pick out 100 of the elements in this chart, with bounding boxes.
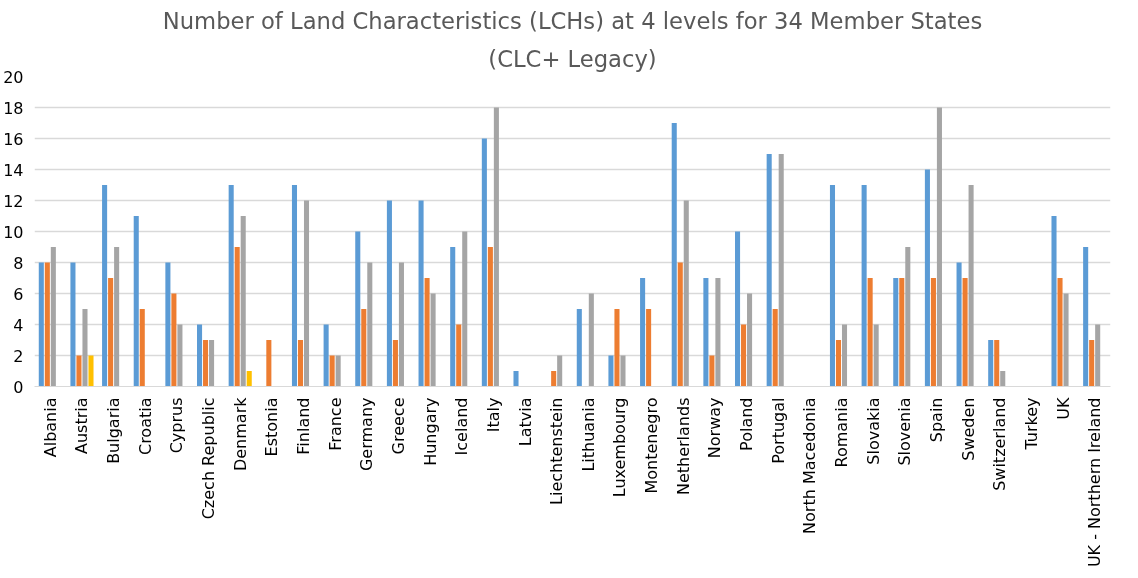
bar <box>481 138 487 387</box>
x-tick-label: Switzerland <box>990 397 1010 491</box>
x-tick-label: Hungary <box>420 397 440 466</box>
y-tick-label: 2 <box>13 346 24 366</box>
bar <box>450 247 456 387</box>
x-tick-label: Iceland <box>452 397 472 456</box>
x-tick-label: Austria <box>72 397 92 455</box>
bar <box>968 185 974 387</box>
bar <box>867 278 873 387</box>
bar <box>962 278 968 387</box>
bar <box>994 340 1000 387</box>
y-tick-label: 4 <box>13 315 24 335</box>
bar <box>640 278 646 387</box>
bar <box>430 293 436 387</box>
bar <box>1083 247 1089 387</box>
chart-title: Number of Land Characteristics (LCHs) at 4 levels for 34 Member States <box>162 7 983 34</box>
bar <box>88 355 94 387</box>
x-tick-label: Turkey <box>1021 397 1041 451</box>
bar <box>171 293 177 387</box>
x-tick-label: Latvia <box>515 397 535 447</box>
bar <box>487 247 493 387</box>
bar <box>234 247 240 387</box>
x-tick-label: Estonia <box>262 397 282 457</box>
x-tick-label: Poland <box>737 397 757 451</box>
x-tick-label: Croatia <box>135 397 155 456</box>
bar <box>462 231 468 387</box>
x-tick-label: Romania <box>832 397 851 468</box>
bar <box>50 247 56 387</box>
x-tick-label: Denmark <box>230 396 250 472</box>
bar <box>1000 371 1006 387</box>
bar <box>44 262 50 387</box>
bar <box>893 278 899 387</box>
bar <box>38 262 44 387</box>
bar <box>165 262 171 387</box>
x-tick-label: Portugal <box>768 397 788 464</box>
bar <box>936 107 942 387</box>
bar <box>677 262 683 387</box>
bar <box>899 278 905 387</box>
bar <box>1089 340 1095 387</box>
bar <box>778 154 784 387</box>
x-tick-label: UK <box>1053 396 1073 420</box>
bar <box>367 262 373 387</box>
y-tick-label: 0 <box>13 377 24 397</box>
bar <box>905 247 911 387</box>
x-tick-label: Liechtenstein <box>547 397 567 505</box>
bar <box>608 355 614 387</box>
x-tick-label: Bulgaria <box>104 397 124 464</box>
bar <box>291 185 298 387</box>
bar <box>703 278 709 387</box>
bar <box>709 355 715 387</box>
y-tick-label: 16 <box>3 129 24 149</box>
x-tick-label: Spain <box>926 397 946 443</box>
bar <box>588 293 594 387</box>
bar <box>424 278 430 387</box>
y-tick-label: 8 <box>13 253 24 273</box>
x-tick-label: France <box>325 397 345 451</box>
x-tick-label: Finland <box>294 397 313 455</box>
x-tick-label: Cyprus <box>167 397 187 454</box>
bar <box>683 200 689 387</box>
bar <box>671 123 677 387</box>
bar <box>646 309 652 387</box>
bar <box>772 309 778 387</box>
bar <box>361 309 367 387</box>
bar <box>266 340 272 387</box>
x-tick-label: Italy <box>483 397 503 433</box>
bar <box>82 309 88 387</box>
chart-subtitle: (CLC+ Legacy) <box>488 45 657 72</box>
bar <box>108 278 114 387</box>
bar <box>735 231 741 387</box>
bar <box>513 371 519 387</box>
bar <box>133 216 139 387</box>
y-tick-label: 20 <box>3 67 24 87</box>
bar <box>203 340 209 387</box>
bar <box>139 309 145 387</box>
bar <box>197 324 203 387</box>
bar <box>841 324 848 387</box>
x-tick-label: Netherlands <box>673 397 693 496</box>
x-tick-label: Greece <box>388 397 408 455</box>
bar <box>557 355 563 387</box>
bar <box>76 355 82 387</box>
bar <box>329 355 335 387</box>
x-tick-label: Albania <box>40 397 60 458</box>
bar <box>102 185 108 387</box>
x-tick-label: Sweden <box>958 397 978 461</box>
bar <box>177 324 183 387</box>
x-tick-label: Lithuania <box>578 397 598 472</box>
bar <box>988 340 994 387</box>
x-tick-label: Slovenia <box>895 397 915 466</box>
bar <box>240 216 246 387</box>
bar <box>114 247 120 387</box>
bar <box>418 200 424 387</box>
bar <box>335 355 341 387</box>
bar <box>741 324 747 387</box>
bar <box>829 185 836 387</box>
x-tick-label: Luxembourg <box>610 397 630 498</box>
x-tick-label: Norway <box>705 397 725 459</box>
x-tick-label: Montenegro <box>642 397 662 494</box>
bar <box>956 262 962 387</box>
y-tick-label: 14 <box>3 160 24 180</box>
x-tick-label: Czech Republic <box>199 397 219 520</box>
